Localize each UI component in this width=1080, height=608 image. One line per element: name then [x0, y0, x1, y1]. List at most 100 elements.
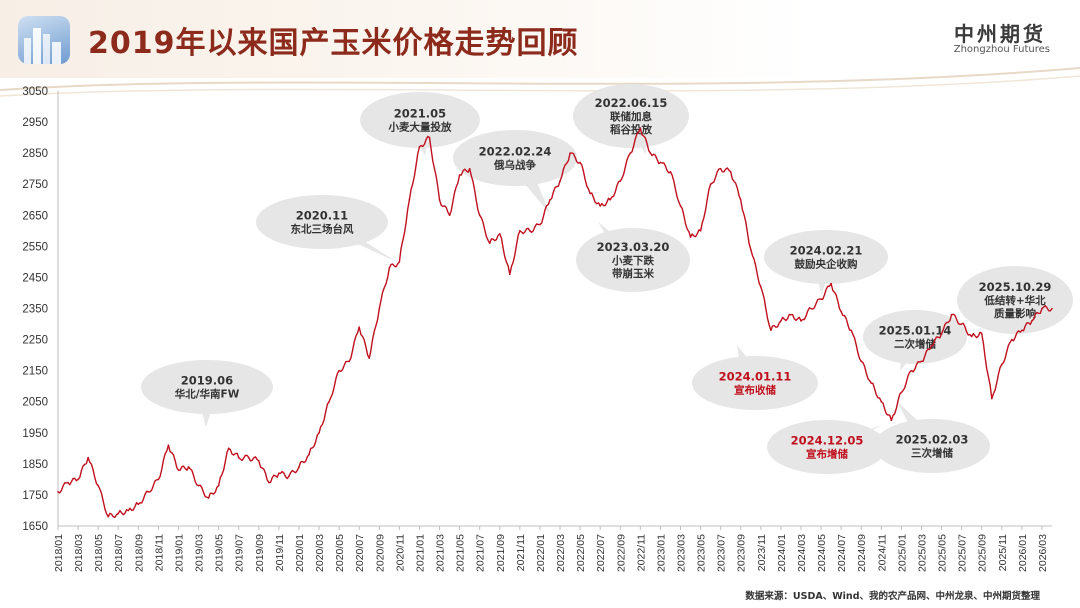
- data-point: [468, 167, 471, 170]
- x-tick-label: 2023/03: [676, 534, 688, 572]
- annotation-label: 稻谷投放: [610, 123, 652, 136]
- data-point: [398, 261, 401, 263]
- data-point: [960, 323, 963, 325]
- annotation-label: 2022.06.15: [595, 96, 668, 110]
- data-point: [227, 447, 230, 450]
- x-tick-label: 2020/05: [334, 534, 346, 572]
- data-point: [278, 472, 280, 474]
- annotation-label: 2023.03.20: [597, 240, 670, 254]
- data-point: [348, 360, 350, 363]
- data-point: [609, 198, 612, 201]
- x-tick-label: 2024/03: [796, 534, 808, 572]
- data-point: [298, 466, 300, 468]
- data-point: [137, 503, 140, 506]
- x-tick-label: 2018/09: [133, 534, 145, 572]
- x-tick-label: 2025/07: [957, 534, 969, 572]
- x-tick-label: 2026/01: [1017, 534, 1029, 572]
- data-point: [378, 307, 381, 310]
- annotation-label: 华北/华南FW: [175, 388, 240, 401]
- price-chart: 1650 1750 1850 1950 2050 2150 2250 2350 2450 2550…: [22, 84, 1073, 572]
- x-tick-label: 2023/11: [756, 534, 768, 571]
- x-tick-label: 2025/11: [997, 534, 1009, 571]
- y-tick-label: 1850: [22, 459, 48, 471]
- y-tick-label: 2050: [22, 397, 48, 409]
- data-point: [860, 360, 863, 363]
- annotation-label: 2024.12.05: [791, 434, 864, 448]
- data-point: [97, 484, 99, 487]
- data-point: [448, 214, 451, 217]
- bubble-shape: [764, 230, 888, 284]
- annotation-label: 鼓励央企收购: [795, 258, 858, 271]
- data-point: [167, 444, 170, 447]
- data-point: [127, 509, 130, 512]
- data-point: [669, 170, 672, 173]
- x-tick-label: 2019/07: [234, 534, 246, 572]
- data-point: [147, 491, 150, 493]
- annotation-label: 东北三场台风: [291, 223, 354, 236]
- data-point: [990, 397, 993, 400]
- x-tick-label: 2020/11: [394, 534, 406, 571]
- data-point: [77, 478, 79, 481]
- data-point: [649, 152, 652, 154]
- data-point: [288, 475, 290, 478]
- x-tick-label: 2019/09: [254, 534, 266, 572]
- data-point: [157, 478, 160, 481]
- bubble-shape: [874, 419, 990, 473]
- x-tick-label: 2018/07: [113, 534, 125, 572]
- bubble-shape: [692, 356, 818, 410]
- x-tick-label: 2021/05: [455, 534, 467, 572]
- x-tick-label: 2022/05: [575, 534, 587, 572]
- data-point: [659, 161, 662, 164]
- annotation-label: 低结转+华北: [983, 294, 1046, 307]
- data-point: [870, 382, 873, 384]
- data-point: [338, 369, 340, 372]
- x-tick-label: 2018/11: [153, 534, 165, 571]
- data-point: [57, 491, 59, 493]
- annotation-label: 联储加息: [610, 110, 652, 123]
- data-point: [820, 298, 822, 300]
- data-point: [478, 214, 481, 217]
- data-point: [930, 344, 933, 347]
- x-tick-label: 2020/07: [354, 534, 366, 572]
- data-point: [940, 332, 943, 335]
- y-tick-label: 1750: [22, 490, 48, 502]
- data-point: [900, 391, 903, 394]
- data-point: [880, 400, 883, 403]
- data-point: [790, 313, 792, 316]
- data-point: [760, 285, 762, 288]
- bubble-shape: [957, 266, 1073, 334]
- x-tick-label: 2021/03: [435, 534, 447, 572]
- data-point: [1021, 329, 1023, 332]
- brand-name-en: Zhongzhou Futures: [953, 44, 1050, 55]
- x-tick-label: 2023/09: [736, 534, 748, 572]
- data-point: [328, 400, 330, 403]
- y-tick-label: 2850: [22, 148, 48, 160]
- annotation-label: 2024.01.11: [719, 370, 792, 384]
- x-tick-label: 2025/05: [937, 534, 949, 572]
- x-tick-label: 2025/01: [896, 534, 908, 572]
- data-point: [438, 198, 441, 201]
- x-tick-label: 2024/09: [856, 534, 868, 572]
- data-point: [418, 146, 421, 148]
- data-point: [629, 152, 632, 154]
- annotation-label: 2019.06: [181, 374, 233, 388]
- data-point: [207, 497, 210, 499]
- y-tick-label: 2350: [22, 304, 48, 316]
- annotation-label: 宣布增储: [806, 448, 848, 461]
- annotation-label: 2021.05: [394, 107, 446, 121]
- data-point: [388, 267, 391, 269]
- data-point: [488, 242, 491, 245]
- x-tick-label: 2022/11: [635, 534, 647, 571]
- y-tick-label: 2650: [22, 210, 48, 222]
- x-tick-label: 2019/11: [274, 534, 286, 571]
- data-point: [749, 248, 752, 251]
- header-swoosh: [0, 67, 1080, 97]
- annotation-label: 俄乌战争: [493, 159, 536, 172]
